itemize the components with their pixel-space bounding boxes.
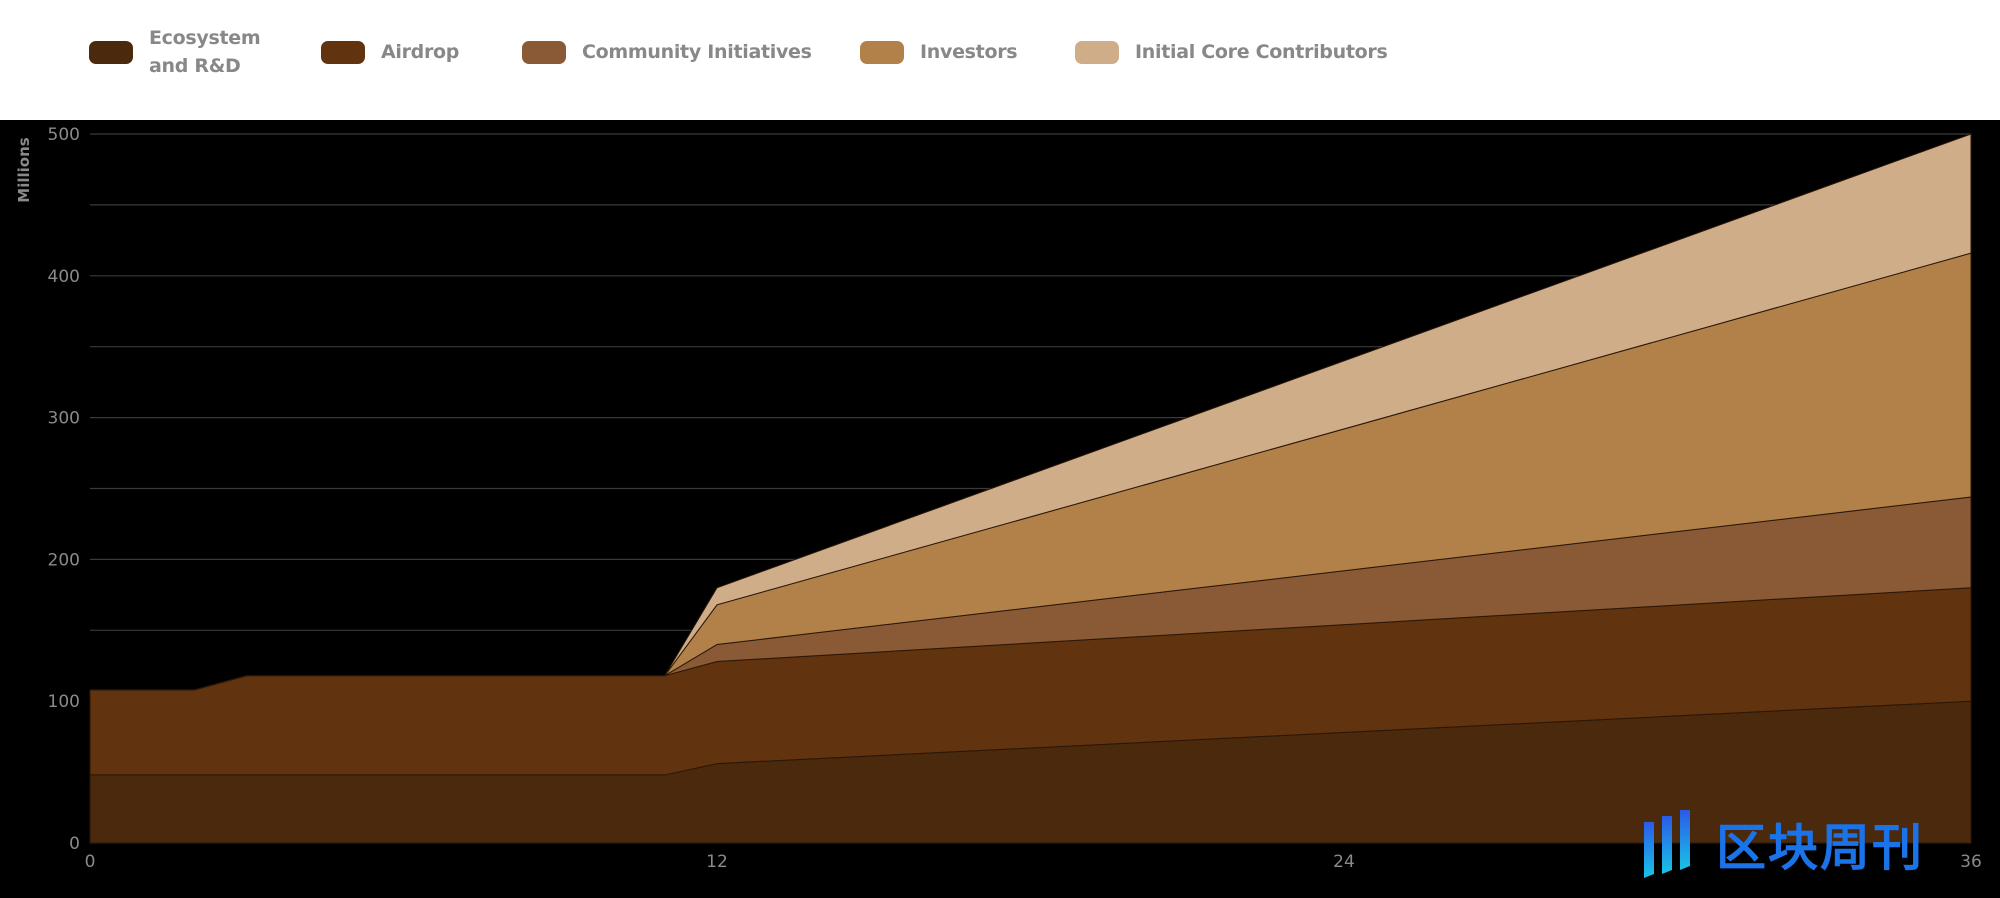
legend-swatch	[321, 40, 365, 64]
legend-label: Airdrop	[381, 38, 459, 66]
stacked-area-chart: 0 100 200 300 400 500 0 12 24 36 Millions	[15, 125, 1982, 872]
legend-label: Initial Core Contributors	[1135, 38, 1388, 66]
y-tick-label: 300	[48, 409, 80, 429]
legend-label-line: Community Initiatives	[582, 41, 812, 63]
legend-item: Airdrop	[321, 38, 459, 66]
legend-item: Initial Core Contributors	[1075, 38, 1388, 66]
watermark-logo: 区块周刊	[1640, 808, 1924, 880]
watermark-icon	[1644, 810, 1690, 878]
y-axis-label: Millions	[15, 137, 33, 202]
chart-plot-area: 0 100 200 300 400 500 0 12 24 36 Millions	[0, 120, 2000, 898]
legend-label-line: Airdrop	[381, 41, 460, 63]
chart-legend: Ecosystem and R&D Airdrop Community Initiat…	[0, 0, 2000, 120]
legend-swatch	[1075, 40, 1119, 64]
legend-label-line: Initial Core Contributors	[1135, 41, 1388, 63]
legend-swatch	[860, 40, 904, 64]
legend-label: Investors	[920, 38, 1018, 66]
legend-label: Community Initiatives	[582, 38, 812, 66]
y-tick-label: 100	[48, 692, 80, 712]
legend-item: Community Initiatives	[522, 38, 812, 66]
y-tick-label: 200	[48, 550, 80, 570]
x-tick-label: 24	[1333, 852, 1355, 872]
legend-item: Ecosystem and R&D	[89, 24, 261, 80]
y-tick-label: 500	[48, 125, 80, 145]
legend-label-line: Ecosystem	[149, 27, 261, 49]
legend-swatch	[522, 40, 566, 64]
legend-label: Ecosystem and R&D	[149, 24, 261, 80]
area-series	[90, 133, 1972, 691]
x-tick-label: 12	[706, 852, 728, 872]
x-tick-label: 0	[85, 852, 96, 872]
y-tick-label: 400	[48, 267, 80, 287]
x-tick-label: 36	[1960, 852, 1982, 872]
legend-item: Investors	[860, 38, 1018, 66]
watermark-text: 区块周刊	[1716, 819, 1924, 877]
legend-swatch	[89, 40, 133, 64]
legend-label-line: and R&D	[149, 55, 241, 77]
y-tick-label: 0	[69, 834, 80, 854]
legend-label-line: Investors	[920, 41, 1018, 63]
